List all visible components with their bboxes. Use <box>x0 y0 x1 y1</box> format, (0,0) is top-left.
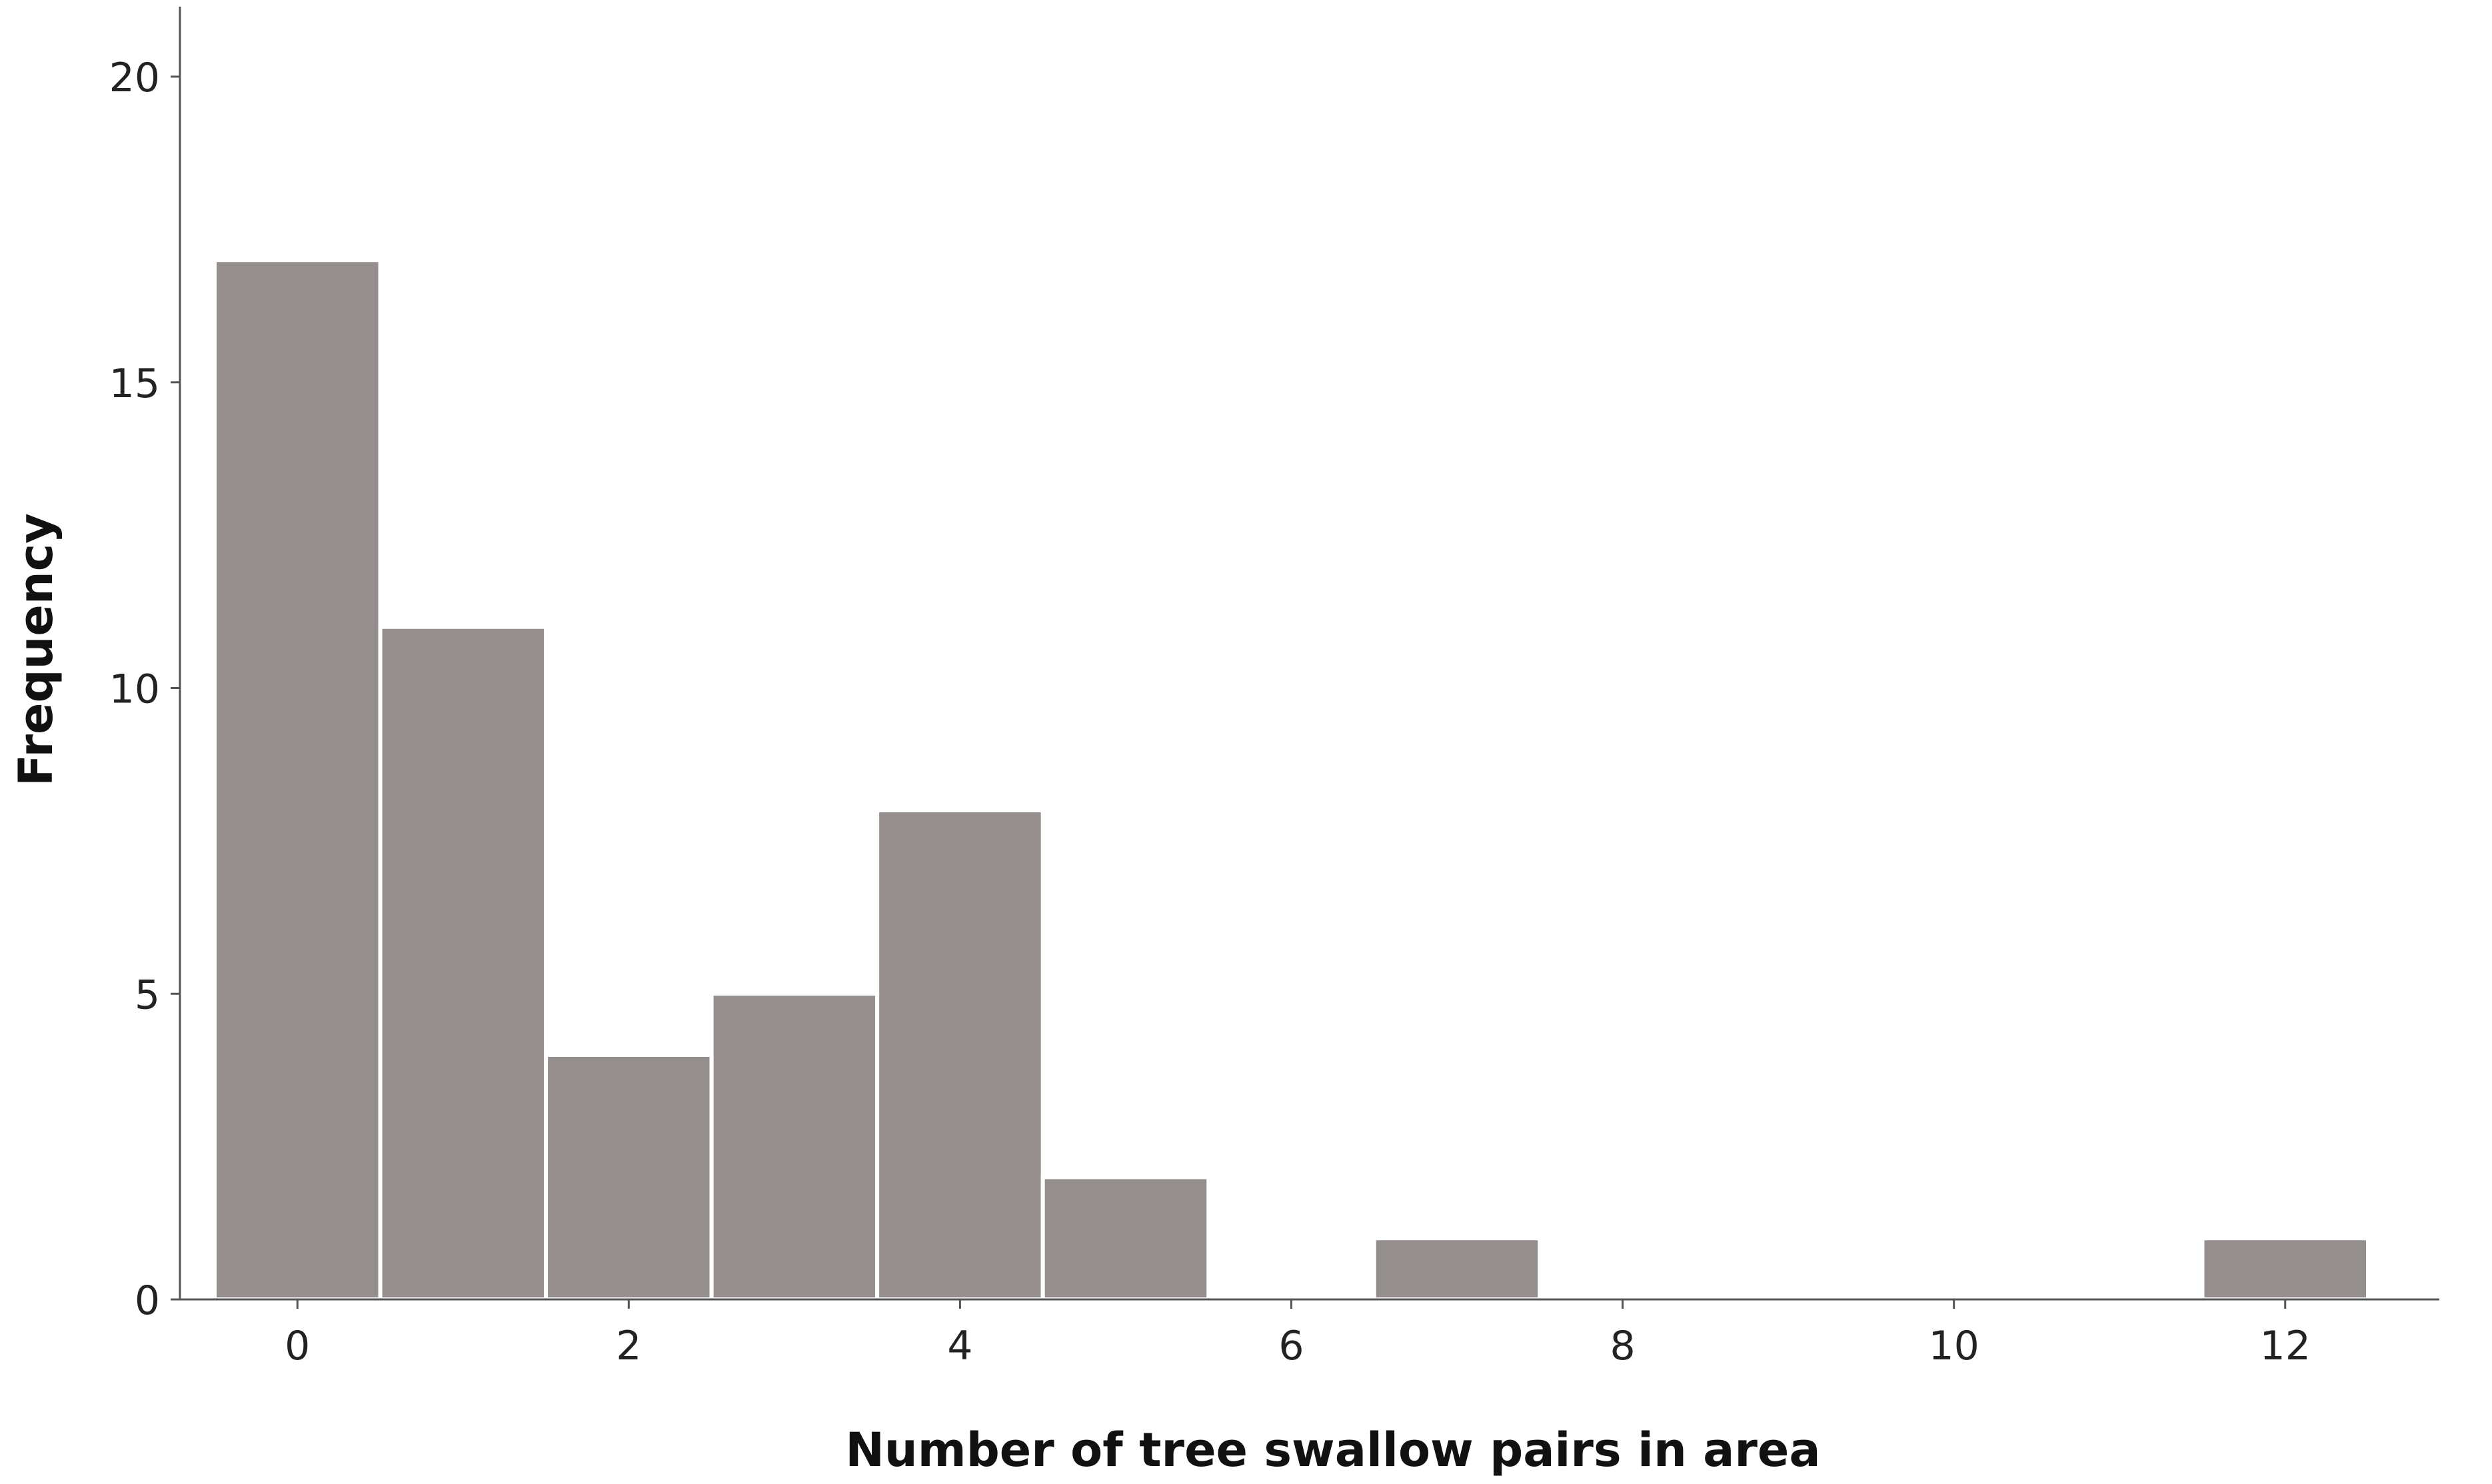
bar-4 <box>875 808 1045 1301</box>
x-tick-label-6: 6 <box>1278 1323 1304 1369</box>
x-tick-label-12: 12 <box>2260 1323 2311 1369</box>
bar-2 <box>544 1053 714 1301</box>
y-tick-label-20: 20 <box>109 55 160 101</box>
x-tick-label-10: 10 <box>1928 1323 1979 1369</box>
x-ticks-group: 0 2 4 6 8 10 12 <box>285 1299 2311 1369</box>
y-tick-label-10: 10 <box>109 666 160 713</box>
bars-group <box>213 258 2370 1301</box>
y-ticks-group: 0 5 10 15 20 <box>109 55 180 1324</box>
x-tick-label-4: 4 <box>947 1323 972 1369</box>
x-tick-label-2: 2 <box>616 1323 641 1369</box>
bar-7 <box>1372 1236 1542 1301</box>
x-axis-title: Number of tree swallow pairs in area <box>845 1423 1820 1477</box>
y-tick-label-0: 0 <box>135 1277 160 1324</box>
y-tick-label-5: 5 <box>135 972 160 1018</box>
y-tick-label-15: 15 <box>109 361 160 407</box>
bar-5 <box>1040 1175 1211 1301</box>
bar-3 <box>709 992 880 1301</box>
bar-0 <box>213 258 383 1301</box>
bar-1 <box>378 624 549 1301</box>
bar-12 <box>2200 1236 2370 1301</box>
y-axis-title: Frequency <box>9 513 63 786</box>
x-tick-label-0: 0 <box>285 1323 310 1369</box>
x-tick-label-8: 8 <box>1610 1323 1635 1369</box>
